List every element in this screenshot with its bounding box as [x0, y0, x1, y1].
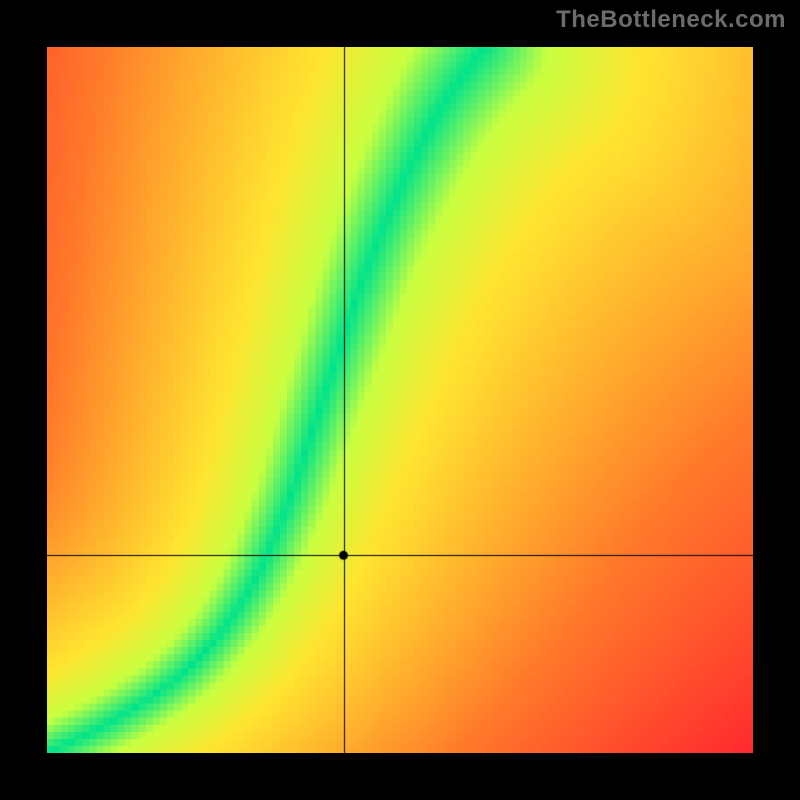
crosshair-overlay	[47, 47, 753, 753]
watermark-text: TheBottleneck.com	[556, 6, 786, 34]
